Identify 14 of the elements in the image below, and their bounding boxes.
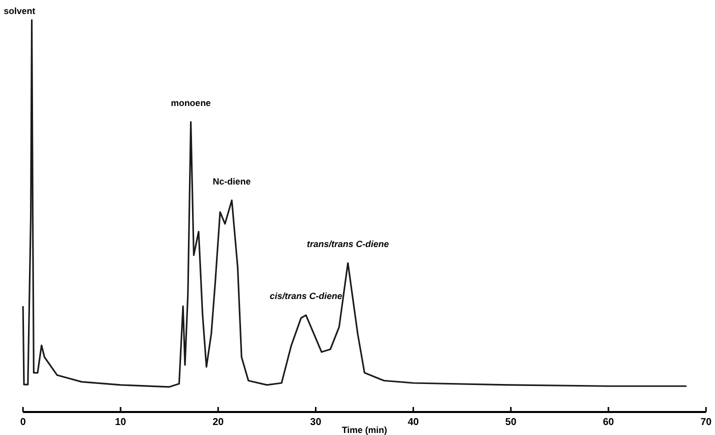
x-tick-label: 0 bbox=[20, 417, 26, 428]
x-tick-label: 50 bbox=[505, 417, 517, 428]
annotation: monoene bbox=[170, 98, 211, 108]
x-tick-label: 30 bbox=[310, 417, 322, 428]
x-axis-title: Time (min) bbox=[342, 425, 388, 435]
annotation: solvent bbox=[4, 6, 36, 16]
x-tick-label: 60 bbox=[602, 417, 614, 428]
annotation: Nc-diene bbox=[212, 176, 251, 186]
annotation: cis/trans C-diene bbox=[270, 291, 342, 302]
x-tick-label: 40 bbox=[408, 417, 420, 428]
x-tick-label: 10 bbox=[115, 417, 127, 428]
x-tick-label: 20 bbox=[212, 417, 224, 428]
x-tick-label: 70 bbox=[700, 417, 712, 428]
annotation: trans/trans C-diene bbox=[306, 239, 389, 250]
